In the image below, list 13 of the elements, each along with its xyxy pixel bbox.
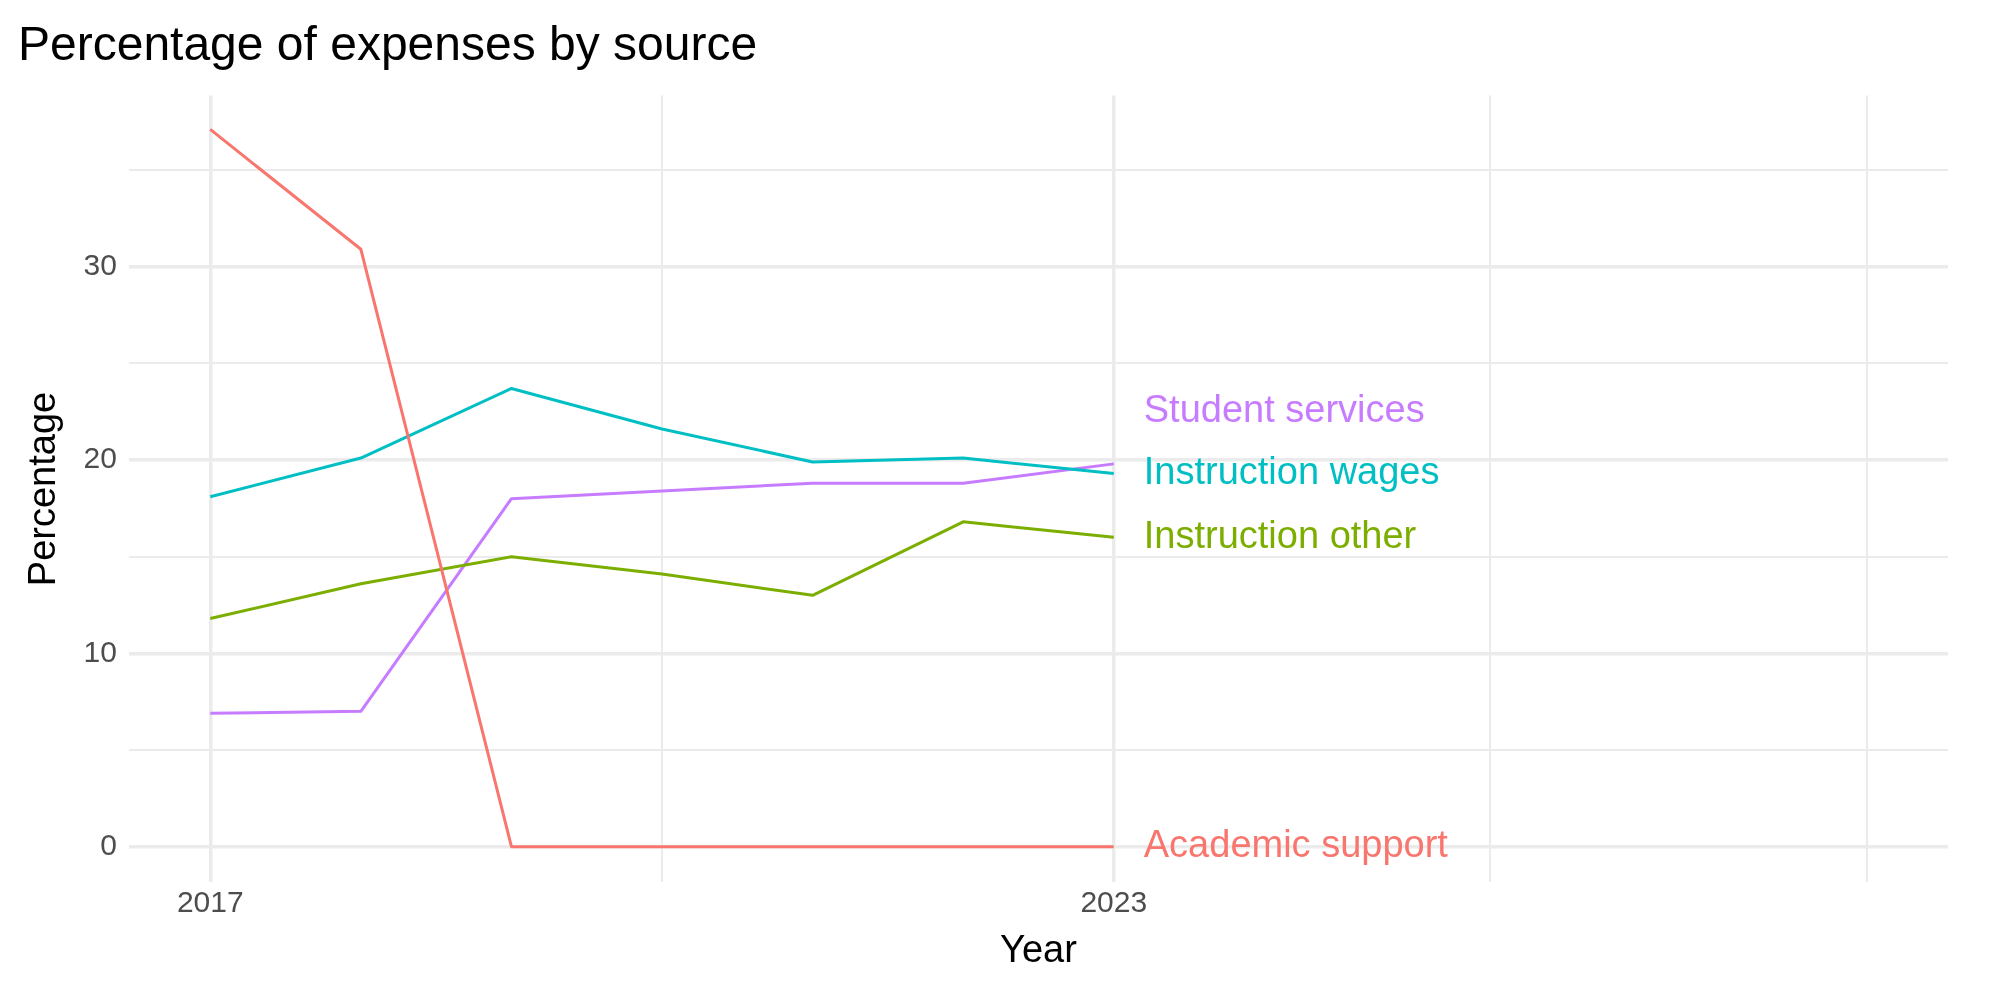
y-tick-label: 30 — [83, 247, 117, 281]
series-label: Instruction other — [1143, 513, 1417, 556]
series-label: Academic support — [1143, 823, 1449, 866]
y-tick-label: 20 — [83, 441, 117, 475]
y-tick-label: 10 — [83, 634, 117, 668]
x-tick-label: 2017 — [176, 884, 244, 918]
series-label: Instruction wages — [1143, 450, 1440, 493]
y-axis-title: Percentage — [21, 391, 64, 587]
chart-title: Percentage of expenses by source — [18, 17, 758, 71]
x-axis-title: Year — [1000, 927, 1078, 970]
y-tick-label: 0 — [100, 827, 117, 861]
x-tick-label: 2023 — [1080, 884, 1148, 918]
series-label: Student services — [1143, 388, 1425, 431]
